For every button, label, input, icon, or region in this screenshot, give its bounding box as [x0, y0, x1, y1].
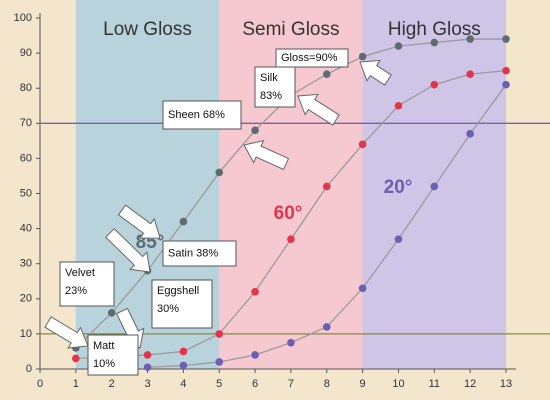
data-point	[430, 182, 439, 191]
annotation-box	[162, 240, 237, 267]
x-tick-label: 4	[180, 378, 186, 390]
x-tick-label: 12	[464, 378, 476, 390]
annotation-text: Gloss=90%	[281, 52, 338, 64]
data-point	[394, 235, 403, 243]
annotation-text: Sheen 68%	[168, 109, 225, 121]
annotation-text: 23%	[65, 285, 87, 297]
annotation-arrow	[297, 93, 340, 126]
y-tick-label: 40	[20, 223, 32, 235]
data-point	[502, 80, 510, 89]
annotation-text: Velvet	[65, 267, 95, 279]
annotation-box	[59, 261, 115, 307]
annotation-text: Silk	[260, 72, 278, 84]
annotation-box	[151, 279, 213, 329]
data-point	[502, 66, 510, 75]
x-tick-label: 6	[252, 378, 258, 390]
data-point	[502, 35, 510, 43]
annotation-box	[254, 66, 296, 108]
annotation-box	[162, 100, 242, 130]
data-point	[322, 182, 331, 191]
x-tick-label: 1	[73, 378, 79, 390]
data-point	[430, 38, 439, 47]
y-tick-label: 10	[20, 328, 32, 340]
data-point	[394, 42, 403, 50]
data-point	[358, 140, 367, 149]
data-point	[215, 358, 224, 366]
annotation-text: Eggshell	[157, 285, 199, 297]
data-point	[179, 361, 188, 370]
y-tick-label: 30	[20, 258, 32, 270]
x-tick-label: 8	[324, 378, 330, 390]
y-tick-label: 0	[26, 363, 32, 375]
y-tick-label: 60	[20, 152, 32, 164]
region-label: Low Gloss	[103, 19, 192, 40]
y-tick-label: 90	[20, 47, 32, 59]
y-tick-label: 50	[20, 187, 32, 199]
data-point	[287, 338, 295, 347]
data-point	[215, 168, 224, 177]
data-point	[322, 70, 331, 78]
x-tick-label: 11	[429, 378, 440, 390]
y-tick-label: 20	[20, 293, 32, 305]
data-point	[466, 70, 474, 78]
x-tick-label: 3	[144, 378, 150, 390]
y-tick-label: 100	[14, 12, 32, 24]
annotation-text: Satin 38%	[168, 247, 218, 259]
x-tick-label: 10	[392, 378, 404, 390]
annotation-arrow	[243, 139, 290, 171]
data-point	[179, 347, 188, 356]
data-point	[72, 354, 80, 363]
annotation-arrow	[359, 59, 392, 86]
annotation-text: 83%	[260, 90, 282, 102]
data-point	[143, 363, 152, 372]
data-point	[251, 287, 259, 296]
annotation-arrow	[117, 204, 161, 239]
data-point	[466, 35, 474, 43]
x-tick-label: 5	[216, 378, 222, 390]
data-point	[143, 351, 152, 359]
annotation-box	[275, 48, 349, 68]
y-tick-label: 80	[20, 82, 32, 94]
data-point	[179, 217, 188, 226]
y-tick-label: 70	[20, 117, 32, 129]
annotation-arrow	[44, 316, 89, 349]
data-point	[466, 130, 474, 138]
x-tick-label: 7	[288, 378, 294, 390]
region-label: Semi Gloss	[242, 19, 339, 40]
data-point	[430, 80, 439, 89]
data-point	[358, 52, 367, 61]
data-point	[322, 323, 331, 331]
annotation-arrow	[105, 227, 151, 273]
x-tick-label: 13	[500, 378, 512, 390]
annotation-text: Matt	[93, 340, 114, 352]
annotation-box	[87, 334, 139, 376]
region-label: High Gloss	[388, 19, 481, 40]
data-point	[107, 309, 116, 317]
data-point	[215, 330, 224, 338]
data-point	[394, 101, 403, 110]
data-point	[287, 235, 295, 243]
x-tick-label: 2	[109, 378, 115, 390]
annotation-text: 10%	[93, 358, 115, 370]
series-label: 60°	[274, 203, 303, 224]
data-point	[251, 126, 259, 135]
data-point	[251, 351, 259, 359]
x-tick-label: 0	[37, 378, 43, 390]
annotation-text: 30%	[157, 303, 179, 315]
series-label: 20°	[384, 177, 413, 198]
x-tick-label: 9	[360, 378, 366, 390]
data-point	[358, 284, 367, 293]
